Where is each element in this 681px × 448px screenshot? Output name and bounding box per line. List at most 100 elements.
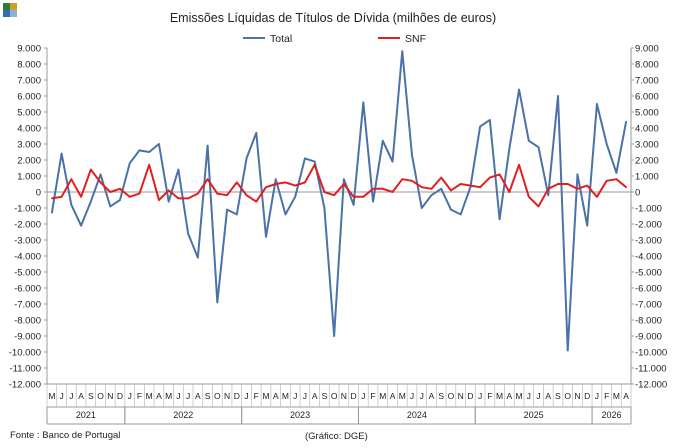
x-month-label: D (117, 391, 123, 401)
x-month-label: D (467, 391, 473, 401)
logo-icon (3, 3, 17, 17)
x-month-label: O (97, 391, 104, 401)
data-point-total (236, 213, 238, 216)
data-point-total (362, 101, 365, 104)
data-point-total (255, 132, 258, 134)
x-month-label: J (293, 391, 297, 401)
y-tick-label-left: 2.000 (17, 156, 41, 167)
x-month-label: S (555, 391, 561, 401)
x-month-label: F (254, 391, 259, 401)
data-point-total (430, 194, 433, 196)
x-month-label: O (214, 391, 221, 401)
x-month-label: M (399, 391, 406, 401)
data-point-snf (226, 194, 228, 196)
data-point-snf (119, 188, 121, 190)
data-point-snf (343, 183, 345, 185)
x-month-label: A (78, 391, 84, 401)
y-tick-label-left: -12.000 (9, 380, 41, 391)
data-point-total (197, 256, 199, 259)
data-point-snf (576, 188, 579, 190)
x-month-label: S (205, 391, 211, 401)
data-point-snf (109, 191, 112, 193)
data-point-snf (90, 168, 92, 171)
data-point-total (294, 196, 297, 198)
x-month-label: A (312, 391, 318, 401)
data-point-total (469, 186, 472, 188)
data-point-total (323, 207, 326, 209)
x-month-label: O (448, 391, 455, 401)
data-point-total (177, 168, 180, 171)
data-point-snf (469, 184, 472, 187)
data-point-snf (382, 188, 384, 190)
x-month-label: J (59, 391, 63, 401)
data-point-snf (450, 189, 452, 192)
data-point-snf (294, 184, 297, 187)
y-tick-label-left: 8.000 (17, 60, 41, 71)
y-tick-label-right: -2.000 (635, 220, 662, 231)
data-point-total (420, 207, 423, 209)
data-point-total (60, 152, 63, 155)
x-year-label: 2024 (407, 410, 427, 420)
data-point-snf (236, 181, 238, 184)
data-point-snf (362, 196, 365, 198)
data-point-total (498, 218, 501, 220)
data-point-total (352, 204, 355, 206)
data-point-snf (70, 178, 73, 180)
y-tick-label-left: -11.000 (9, 364, 41, 375)
y-tick-label-right: 5.000 (635, 108, 659, 119)
data-point-total (304, 157, 306, 160)
y-tick-label-left: -10.000 (9, 348, 41, 359)
data-point-total (372, 200, 374, 203)
x-month-label: A (273, 391, 279, 401)
x-month-label: F (137, 391, 142, 401)
data-point-total (313, 160, 316, 163)
source-note: Fonte : Banco de Portugal (10, 430, 121, 441)
data-point-total (391, 160, 394, 163)
data-point-total (70, 204, 73, 206)
x-month-label: J (186, 391, 190, 401)
data-point-total (99, 173, 102, 176)
data-point-snf (489, 176, 491, 179)
data-point-snf (158, 199, 160, 201)
data-point-total (557, 95, 559, 97)
data-point-snf (566, 183, 569, 185)
y-tick-label-right: -1.000 (635, 204, 662, 215)
data-point-snf (411, 180, 413, 182)
x-month-label: J (303, 391, 307, 401)
x-month-label: D (584, 391, 590, 401)
data-point-total (284, 213, 287, 216)
data-point-total (508, 148, 511, 150)
series-layer (50, 50, 628, 352)
data-point-total (566, 349, 569, 352)
data-point-snf (391, 191, 394, 193)
data-point-total (518, 88, 520, 91)
data-point-snf (245, 194, 248, 196)
y-tick-label-left: -3.000 (14, 236, 41, 247)
data-point-total (274, 178, 277, 180)
data-point-snf (80, 196, 82, 198)
data-point-snf (99, 181, 102, 184)
data-point-snf (274, 183, 277, 185)
data-point-total (576, 173, 579, 176)
x-month-label: J (527, 391, 531, 401)
data-point-snf (459, 183, 462, 185)
y-tick-label-left: 4.000 (17, 124, 41, 135)
x-month-label: J (595, 391, 599, 401)
x-month-label: N (574, 391, 580, 401)
y-tick-label-right: 2.000 (635, 156, 659, 167)
data-point-total (586, 224, 588, 227)
data-point-total (206, 144, 209, 147)
credit-note: (Gráfico: DGE) (305, 431, 368, 442)
y-tick-label-left: 7.000 (17, 76, 41, 87)
x-month-label: S (322, 391, 328, 401)
data-point-total (459, 213, 462, 216)
data-point-total (128, 162, 131, 164)
data-point-total (401, 50, 404, 52)
y-tick-label-right: 9.000 (635, 44, 659, 55)
y-tick-label-right: -9.000 (635, 332, 662, 343)
y-tick-label-right: -10.000 (635, 348, 667, 359)
data-point-total (216, 301, 219, 304)
y-tick-label-left: 5.000 (17, 108, 41, 119)
y-tick-label-right: -8.000 (635, 316, 662, 327)
data-point-total (382, 140, 384, 142)
